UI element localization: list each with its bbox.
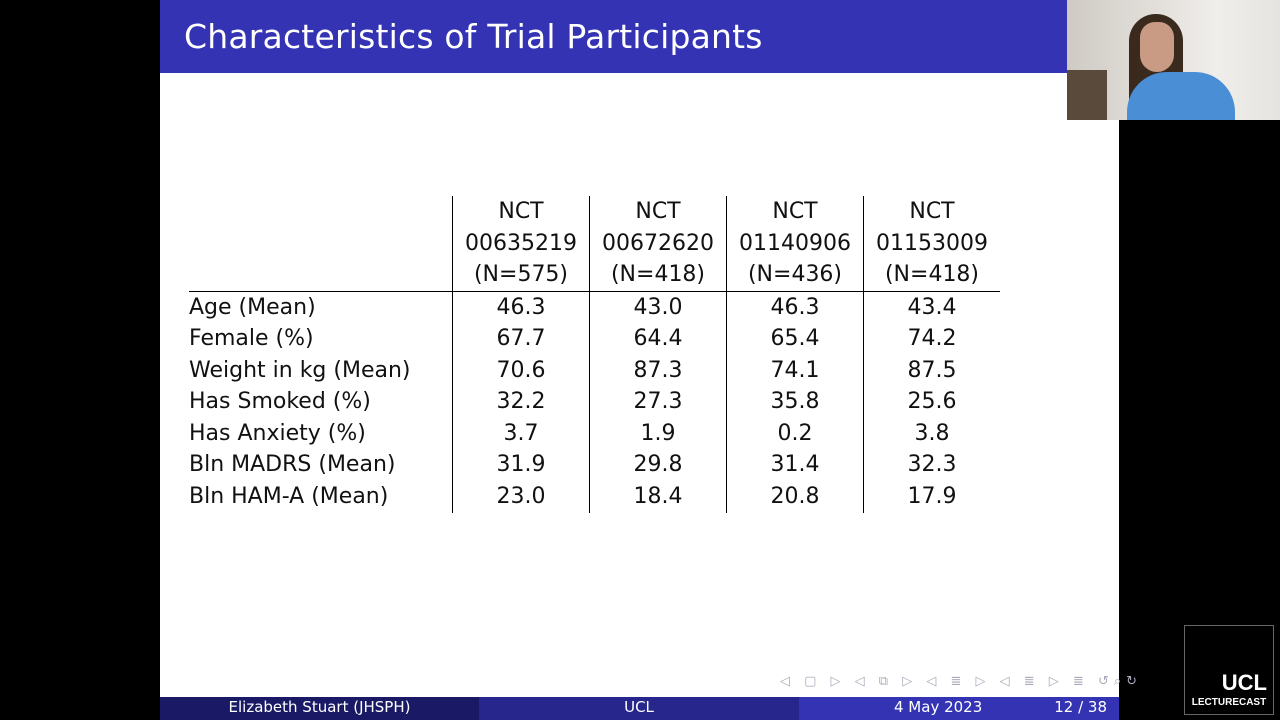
table-cell: 23.0 [452,481,590,513]
table-row: Bln MADRS (Mean) 31.9 29.8 31.4 32.3 [189,449,1000,482]
column-header-line2: 00672620 [602,230,714,256]
table-cell: 17.9 [863,481,1000,513]
beamer-navigation-controls[interactable]: ◁ ▢ ▷ ◁ ⧉ ▷ ◁ ≣ ▷ ◁ ≣ ▷ ≣ ↺⌕↻ [780,674,1143,689]
table-row: Has Anxiety (%) 3.7 1.9 0.2 3.8 [189,417,1000,450]
column-header: NCT 01140906 (N=436) [726,196,864,292]
table-cell: 25.6 [863,386,1000,418]
title-bar: Characteristics of Trial Participants [160,0,1119,73]
table-cell: 74.2 [863,323,1000,355]
table-stub-header [189,196,453,292]
table-row: Age (Mean) 46.3 43.0 46.3 43.4 [189,291,1000,324]
row-label: Has Anxiety (%) [189,420,366,446]
column-header-line3: (N=575) [473,262,569,287]
table-cell: 32.2 [452,386,590,418]
table-cell: 3.8 [863,417,1000,450]
table-cell: 64.4 [589,323,727,355]
table-cell: 3.7 [452,417,590,450]
table-cell: 32.3 [863,449,1000,482]
webcam-video [1067,0,1280,120]
row-label: Bln MADRS (Mean) [189,452,396,478]
table-cell: 31.9 [452,449,590,482]
column-header: NCT 01153009 (N=418) [863,196,1000,292]
column-header: NCT 00672620 (N=418) [589,196,727,292]
column-header-line1: NCT [772,199,818,224]
column-header-line3: (N=418) [610,262,706,287]
footer-institution: UCL [479,697,799,720]
lecturecast-logo: UCL LECTURECAST [1184,625,1274,715]
footer-page-number: 12 / 38 [1054,698,1107,716]
table-row: Weight in kg (Mean) 70.6 87.3 74.1 87.5 [189,354,1000,387]
table-cell: 0.2 [726,417,864,450]
table-cell: 87.3 [589,354,727,387]
table-cell: 18.4 [589,481,727,513]
column-header-line2: 01140906 [739,230,851,256]
column-header-line1: NCT [498,199,544,224]
table-row: Bln HAM-A (Mean) 23.0 18.4 20.8 17.9 [189,481,1000,513]
slide-title: Characteristics of Trial Participants [184,17,763,56]
column-header-line1: NCT [909,199,955,224]
row-label: Bln HAM-A (Mean) [189,484,389,510]
logo-lecturecast-text: LECTURECAST [1191,697,1267,708]
table-cell: 31.4 [726,449,864,482]
column-header-line2: 01153009 [876,230,988,256]
table-cell: 35.8 [726,386,864,418]
table-cell: 46.3 [452,291,590,324]
column-header-line3: (N=418) [884,262,980,287]
table-cell: 65.4 [726,323,864,355]
footer-bar: Elizabeth Stuart (JHSPH) UCL 4 May 2023 … [160,697,1119,720]
row-label: Age (Mean) [189,294,316,320]
table-cell: 29.8 [589,449,727,482]
column-header-line1: NCT [635,199,681,224]
table-cell: 27.3 [589,386,727,418]
table-cell: 46.3 [726,291,864,324]
table-cell: 70.6 [452,354,590,387]
table-cell: 43.4 [863,291,1000,324]
row-label: Has Smoked (%) [189,389,371,415]
table-header-row: NCT 00635219 (N=575) NCT 00672620 (N=418… [189,196,1000,292]
column-header-line2: 00635219 [465,230,577,256]
row-label: Female (%) [189,326,314,352]
table-cell: 20.8 [726,481,864,513]
table-cell: 1.9 [589,417,727,450]
column-header: NCT 00635219 (N=575) [452,196,590,292]
column-header-line3: (N=436) [747,262,843,287]
participants-table: NCT 00635219 (N=575) NCT 00672620 (N=418… [189,196,1000,513]
row-label: Weight in kg (Mean) [189,357,411,383]
logo-ucl-text: UCL [1221,670,1267,695]
table-cell: 43.0 [589,291,727,324]
footer-date: 4 May 2023 [894,698,983,716]
footer-right: 4 May 2023 12 / 38 [799,697,1119,720]
table-row: Has Smoked (%) 32.2 27.3 35.8 25.6 [189,386,1000,418]
table-row: Female (%) 67.7 64.4 65.4 74.2 [189,323,1000,355]
footer-author: Elizabeth Stuart (JHSPH) [160,697,479,720]
table-cell: 67.7 [452,323,590,355]
table-cell: 87.5 [863,354,1000,387]
table-cell: 74.1 [726,354,864,387]
